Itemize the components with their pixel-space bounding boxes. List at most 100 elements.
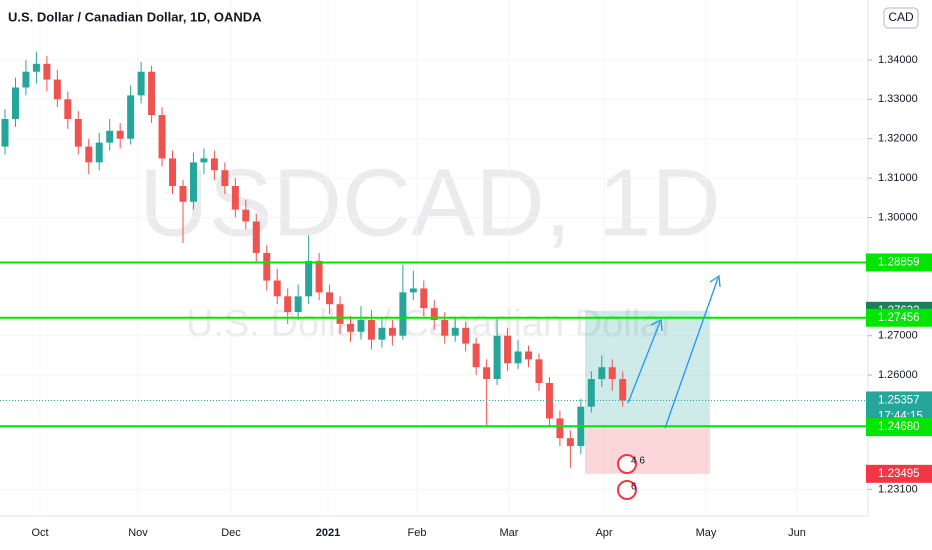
y-tick-label: 1.23100 (878, 483, 918, 495)
x-tick-label: 2021 (316, 527, 340, 539)
candle-body (221, 170, 229, 186)
candle-body (535, 359, 543, 383)
price-tag (866, 464, 932, 483)
x-tick-label: May (696, 527, 717, 539)
candle-body (189, 162, 197, 202)
candle-body (64, 99, 72, 119)
event-label: 6 (631, 482, 637, 493)
candle-body (1, 118, 9, 147)
arrow (664, 277, 719, 429)
price-tag-label: 1.24680 (878, 421, 920, 433)
candle-body (347, 323, 355, 332)
candle-body (598, 367, 606, 380)
candle-body (74, 118, 82, 147)
y-tick-label: 1.26000 (878, 369, 918, 381)
candle-body (127, 95, 135, 139)
candle-body (441, 319, 449, 336)
x-tick-label: Mar (500, 527, 519, 539)
candle-body (409, 288, 417, 293)
y-tick-label: 1.30000 (878, 211, 918, 223)
candle-body (179, 185, 187, 202)
candle-body (430, 308, 438, 320)
x-tick-label: Oct (31, 527, 48, 539)
candle-body (32, 63, 40, 72)
candle-body (388, 327, 396, 336)
plot: 4 6 6 (0, 52, 868, 500)
candle-body (210, 158, 218, 171)
arrow-head (650, 318, 663, 332)
candle-body (514, 351, 522, 364)
candle-body (326, 292, 334, 305)
candle-body (116, 130, 124, 139)
candle-body (200, 158, 208, 163)
candle-body (294, 296, 302, 313)
y-tick-label: 1.27000 (878, 330, 918, 342)
candle-body (462, 327, 470, 344)
candle-body (263, 252, 271, 281)
candle-body (85, 146, 93, 163)
candle-body (53, 79, 61, 100)
candle-body (169, 158, 177, 186)
candle-body (158, 115, 166, 159)
candle-body (11, 87, 19, 119)
price-tag (866, 253, 932, 272)
chart-title: U.S. Dollar / Canadian Dollar, 1D, OANDA (8, 9, 262, 24)
candle-body (378, 327, 386, 340)
candle-body (451, 327, 459, 336)
y-tick-label: 1.34000 (878, 54, 918, 66)
candle-body (566, 438, 574, 447)
candle-body (231, 185, 239, 210)
candle-body (608, 367, 616, 380)
x-tick-label: Nov (128, 527, 148, 539)
currency-button[interactable] (883, 7, 919, 29)
candle-body (43, 63, 51, 80)
candle-body (137, 71, 145, 96)
price-tag (866, 418, 932, 437)
candle-body (148, 71, 156, 116)
event-label: 4 6 (631, 456, 645, 467)
x-tick-label: Jun (788, 527, 806, 539)
x-tick-label: Apr (595, 527, 612, 539)
candle-body (525, 351, 532, 360)
candle-body (399, 292, 407, 336)
candle-body (242, 209, 250, 222)
event-icon (617, 454, 637, 474)
x-tick-label: Dec (221, 527, 241, 539)
candle-body (556, 418, 564, 439)
y-tick-label: 1.33000 (878, 93, 918, 105)
price-tag-label: 1.25357 (878, 394, 920, 406)
arrow-head (709, 274, 721, 288)
currency[interactable]: CAD (888, 10, 914, 24)
candle-body (284, 296, 292, 313)
arrow (627, 321, 661, 404)
price-tag-label: 1.23495 (878, 468, 920, 480)
event-icon (617, 480, 637, 500)
candle-body (472, 343, 480, 368)
candle-body (273, 280, 281, 297)
price-tag-label: 1.27456 (878, 312, 920, 324)
price-tag (866, 308, 932, 327)
price-tag-label: 1.28859 (878, 256, 920, 268)
y-tick-label: 1.31000 (878, 172, 918, 184)
x-tick-label: Feb (408, 527, 427, 539)
candle-body (493, 335, 501, 380)
candle-body (305, 260, 313, 297)
candle-body (252, 221, 260, 253)
candle-body (315, 260, 323, 293)
profit-zone (585, 310, 710, 427)
watermark-subtitle: U.S. Dollar / Canadian Dollar (186, 303, 674, 345)
axis-layer: 1.34000 1.33000 1.32000 1.31000 1.30000 1.270… (31, 54, 932, 539)
candle-body (367, 319, 375, 340)
candle-body (357, 319, 365, 332)
loss-zone (585, 426, 710, 474)
candle-body (22, 71, 30, 88)
watermark: USDCAD, 1D (139, 149, 720, 256)
candle-body (587, 379, 595, 407)
candle-body (483, 367, 491, 380)
candle-body (504, 335, 512, 364)
candle-body (106, 130, 114, 143)
y-tick-label: 1.32000 (878, 133, 918, 145)
candle-body (95, 142, 103, 163)
